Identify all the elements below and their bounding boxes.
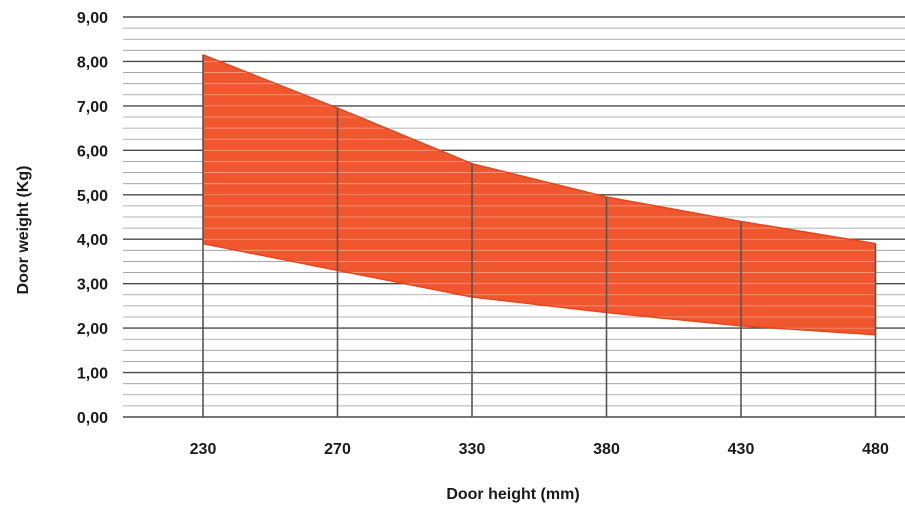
x-tick-label: 380	[593, 441, 620, 458]
x-tick-label: 230	[190, 441, 217, 458]
weight-band-area	[203, 54, 876, 335]
x-tick-label: 330	[459, 441, 486, 458]
category-gridlines	[202, 54, 877, 417]
y-tick-label: 2,00	[77, 321, 108, 338]
y-tick-label: 7,00	[77, 99, 108, 116]
y-tick-label: 6,00	[77, 143, 108, 160]
upper-series-segment	[337, 107, 473, 165]
y-axis-title: Door weight (Kg)	[15, 166, 32, 295]
upper-series-segment	[740, 220, 876, 245]
x-tick-label: 270	[324, 441, 351, 458]
lower-series-segment	[471, 296, 607, 314]
y-tick-label: 0,00	[77, 410, 108, 427]
y-axis-ticks: 0,00 1,00 2,00 3,00 4,00 5,00 6,00 7,00 8,00 9,00	[77, 10, 108, 427]
lower-series-segment	[337, 269, 473, 298]
upper-series-segment	[202, 54, 338, 109]
y-tick-label: 3,00	[77, 277, 108, 294]
x-tick-label: 480	[862, 441, 889, 458]
y-tick-label: 5,00	[77, 188, 108, 205]
x-axis-ticks: 230 270 330 380 430 480	[190, 441, 889, 458]
y-tick-label: 9,00	[77, 10, 108, 27]
lower-series-segment	[740, 325, 876, 336]
x-axis-title: Door height (mm)	[446, 486, 579, 503]
lower-series-segment	[606, 311, 742, 327]
upper-series-segment	[471, 162, 607, 198]
y-tick-label: 4,00	[77, 232, 108, 249]
upper-series-segment	[606, 196, 742, 223]
y-tick-label: 8,00	[77, 54, 108, 71]
lower-series-segment	[202, 242, 338, 272]
x-tick-label: 430	[728, 441, 755, 458]
y-tick-label: 1,00	[77, 366, 108, 383]
